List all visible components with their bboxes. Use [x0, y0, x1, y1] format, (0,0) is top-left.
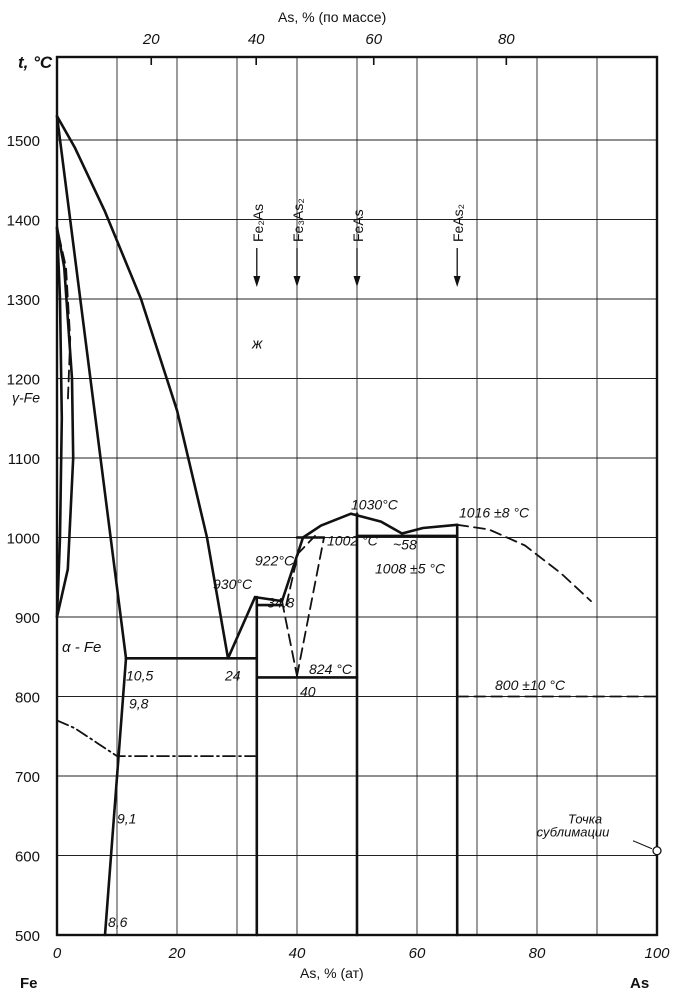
y-tick-label: 600 — [15, 849, 40, 866]
tick-labels: 500 600 700 800 900 1000 1100 1200 1300 1400 1500 0… — [7, 31, 671, 962]
y-tick-label: 1400 — [7, 213, 40, 230]
phase-boundary — [280, 512, 404, 603]
temperature-annotation: 24 — [224, 668, 241, 684]
sublimation-label-line2: сублимации — [537, 824, 610, 839]
compound-label: Fe₂As — [250, 204, 266, 242]
y-tick-label: 500 — [15, 928, 40, 945]
sublimation-leader — [632, 840, 653, 850]
temperature-annotation: 10,5 — [126, 668, 153, 684]
phase-label-liquid: ж — [251, 335, 263, 352]
phase-boundary — [253, 595, 284, 603]
temperature-annotation: 1016 ±8 °C — [459, 505, 530, 521]
temperature-annotation: 34,8 — [267, 594, 294, 610]
temperature-annotation: 1002 °C — [327, 532, 379, 548]
phase-boundary — [400, 523, 459, 535]
x-tick-label: 100 — [644, 945, 670, 962]
x-tick-label: 60 — [409, 945, 426, 962]
phase-boundary — [55, 226, 64, 619]
phase-boundary — [56, 719, 256, 757]
phase-boundary — [226, 595, 257, 660]
sublimation-label-line1: Точка — [568, 812, 602, 827]
temperature-annotation: 1030°C — [351, 497, 399, 513]
compound-label: Fe₃As₂ — [290, 198, 306, 242]
compound-marker: FeAs — [350, 209, 366, 287]
phase-boundary — [55, 114, 230, 660]
element-label-fe: Fe — [20, 975, 38, 992]
x-tick-label: 0 — [53, 945, 62, 962]
phase-label-gamma-fe: γ-Fe — [12, 389, 40, 405]
phase-curves — [55, 114, 658, 937]
temperature-annotation: 930°C — [213, 576, 253, 592]
y-tick-label: 1100 — [8, 451, 40, 468]
y-tick-label: 1500 — [7, 133, 40, 150]
y-tick-label: 700 — [15, 769, 40, 786]
plot-frame — [55, 55, 659, 937]
temperature-annotation: 40 — [300, 684, 316, 700]
phase-boundary — [55, 114, 128, 660]
phase-boundary — [296, 536, 325, 677]
phase-boundary — [103, 657, 128, 937]
temperature-annotation: 800 ±10 °C — [495, 677, 566, 693]
temperature-annotation: 922°C — [255, 552, 295, 568]
compound-marker: Fe₃As₂ — [290, 198, 306, 287]
compound-marker: FeAs₂ — [450, 204, 466, 287]
phase-boundary — [285, 535, 316, 606]
x2-tick-label: 80 — [498, 31, 515, 48]
x-tick-label: 20 — [168, 945, 186, 962]
compound-label: FeAs₂ — [450, 204, 466, 242]
x2-tick-label: 20 — [142, 31, 160, 48]
element-label-as: As — [630, 975, 649, 992]
phase-boundary — [281, 600, 298, 677]
y-tick-label: 1000 — [7, 531, 40, 548]
temperature-annotation: 9,8 — [129, 695, 149, 711]
x-axis-label: As, % (ат) — [300, 965, 364, 981]
x-tick-label: 80 — [529, 945, 546, 962]
y-tick-label: 800 — [15, 690, 40, 707]
phase-boundary — [456, 523, 592, 602]
phase-boundary — [55, 226, 75, 619]
phase-label-alpha-fe: α - Fe — [62, 639, 101, 656]
y-tick-label: 1300 — [7, 292, 40, 309]
temperature-annotation: ~58 — [393, 536, 417, 552]
sublimation-point — [652, 846, 662, 856]
x2-axis-label: As, % (по массе) — [278, 9, 386, 25]
y-tick-label: 1200 — [7, 372, 40, 389]
x2-tick-label: 60 — [365, 31, 382, 48]
compound-label: FeAs — [350, 209, 366, 242]
compound-marker: Fe₂As — [250, 204, 266, 287]
temperature-annotation: 1008 ±5 °C — [375, 560, 446, 576]
temperature-annotation: 9,1 — [117, 811, 136, 827]
temperature-annotation: 8,6 — [108, 914, 128, 930]
x-tick-label: 40 — [289, 945, 306, 962]
plot-border — [55, 55, 659, 937]
phase-boundary — [57, 234, 72, 404]
temperature-annotation: 824 °C — [309, 661, 353, 677]
y-axis-label: t, °C — [18, 53, 53, 72]
x2-tick-label: 40 — [248, 31, 265, 48]
y-tick-label: 900 — [15, 610, 40, 627]
